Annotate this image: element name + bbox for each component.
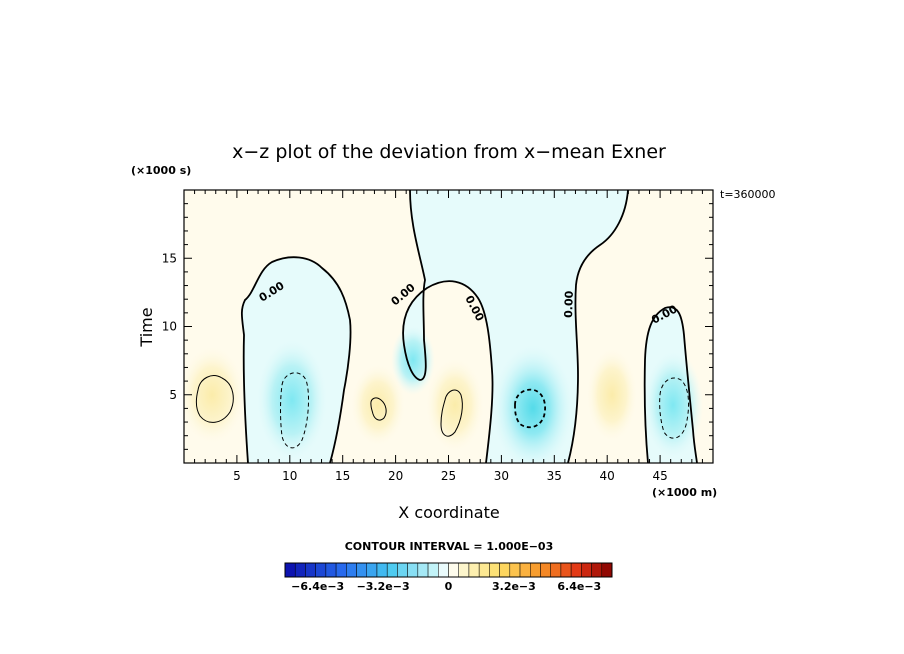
colorbar-cell <box>499 562 511 578</box>
blob-neg-1 <box>256 338 328 462</box>
colorbar-cell <box>468 562 480 578</box>
colorbar-cell <box>438 562 449 578</box>
blob-pos-1 <box>184 345 246 445</box>
colorbar-cell <box>325 562 337 578</box>
colorbar-cell <box>519 562 531 578</box>
colorbar-tick-label: −3.2e−3 <box>357 580 410 593</box>
pos-contour-1 <box>195 375 234 423</box>
x-tick-label: 40 <box>600 469 615 483</box>
contour-interval-text: CONTOUR INTERVAL = 1.000E−03 <box>345 540 554 553</box>
colorbar-cell <box>601 562 613 578</box>
colorbar-labels: −6.4e−3 −3.2e−3 0 3.2e−3 6.4e−3 <box>291 580 601 593</box>
blob-pos-2 <box>350 363 406 447</box>
colorbar-cell <box>448 562 459 578</box>
colorbar-tick-label: 3.2e−3 <box>492 580 536 593</box>
x-tick-label: 30 <box>494 469 509 483</box>
colorbar-cell <box>489 562 500 578</box>
zero-contour-right <box>643 306 698 463</box>
negative-contours <box>280 372 690 449</box>
colorbar-cell <box>356 562 367 578</box>
zero-contour-right-mid <box>567 190 629 463</box>
colorbar-cell <box>427 562 439 578</box>
zero-contour-left <box>240 256 352 463</box>
colorbar-cell <box>305 562 316 578</box>
positive-contours <box>195 375 463 437</box>
colorbar-cell <box>478 562 490 578</box>
x-tick-label: 5 <box>233 469 241 483</box>
x-tick-label: 10 <box>282 469 297 483</box>
colorbar-cell <box>376 562 388 578</box>
axis-ticks <box>184 190 713 463</box>
pos-contour-2 <box>370 397 387 421</box>
colorbar-cell <box>335 562 347 578</box>
colorbar-cell <box>550 562 562 578</box>
colorbar-cell <box>530 562 541 578</box>
colorbar-cell <box>386 562 398 578</box>
colorbar-cell <box>397 562 408 578</box>
plot-area: 0.00 0.00 0.00 0.00 0.00 <box>184 190 713 463</box>
colorbar-tick-label: 0 <box>445 580 453 593</box>
colorbar-cell <box>407 562 419 578</box>
colorbar-cell <box>284 562 296 578</box>
y-tick-label: 15 <box>162 251 177 265</box>
neg-contour-2 <box>514 388 547 429</box>
contour-label-4: 0.00 <box>562 290 576 318</box>
axis-tick-labels: 5 10 15 20 25 30 35 40 45 5 10 15 <box>162 251 668 483</box>
colorbar-cell <box>417 562 429 578</box>
colorbar-cell <box>581 562 592 578</box>
x-tick-label: 25 <box>441 469 456 483</box>
zero-contour-middle <box>402 190 494 463</box>
colorbar-cell <box>509 562 521 578</box>
colorbar-cell <box>591 562 603 578</box>
colorbar-cell <box>315 562 327 578</box>
colorbar-cell <box>294 562 306 578</box>
x-tick-label: 15 <box>335 469 350 483</box>
colorbar-cell <box>560 562 572 578</box>
x-unit-label: (×1000 m) <box>652 486 717 499</box>
y-unit-label: (×1000 s) <box>131 164 191 177</box>
colorbar-cell <box>570 562 582 578</box>
blob-pos-4 <box>586 347 638 443</box>
colorbar-cell <box>346 562 357 578</box>
blob-pos-3 <box>425 357 485 453</box>
colorbar-cell <box>540 562 551 578</box>
x-tick-label: 45 <box>652 469 667 483</box>
colorbar-tick-label: −6.4e−3 <box>291 580 344 593</box>
neg-contour-1 <box>280 372 310 449</box>
y-tick-label: 5 <box>169 388 177 402</box>
pos-contour-3 <box>440 389 463 437</box>
zero-contours <box>240 190 698 463</box>
colorbar-cell <box>458 562 470 578</box>
colorbar-tick-label: 6.4e−3 <box>557 580 601 593</box>
colorbar-cell <box>366 562 378 578</box>
colorbar <box>284 562 613 578</box>
blob-neg-2 <box>491 343 575 463</box>
chart-title: x−z plot of the deviation from x−mean Ex… <box>232 141 666 163</box>
colorbar-frame <box>284 562 613 578</box>
x-axis-title: X coordinate <box>398 503 499 522</box>
x-tick-label: 20 <box>388 469 403 483</box>
x-tick-label: 35 <box>547 469 562 483</box>
neg-contour-3 <box>659 377 690 439</box>
y-axis-title: Time <box>137 307 156 347</box>
time-label: t=360000 <box>720 188 776 201</box>
y-tick-label: 10 <box>162 320 177 334</box>
